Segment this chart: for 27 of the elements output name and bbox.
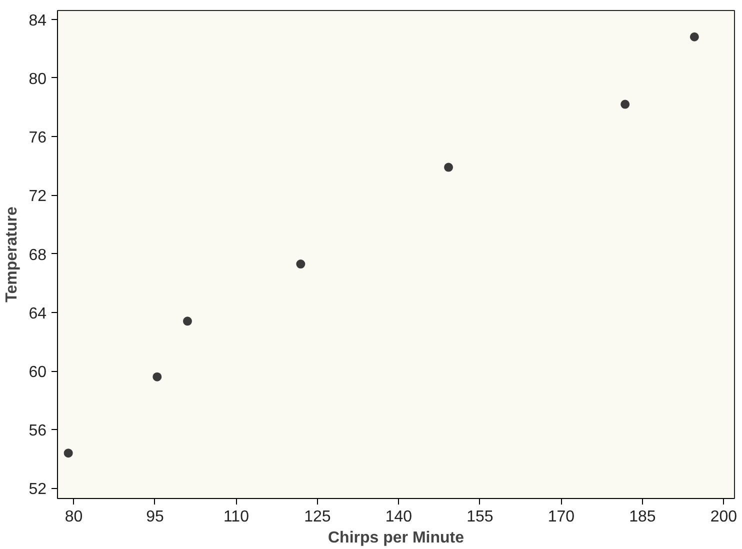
x-tick-label: 155 <box>466 508 494 526</box>
x-tick-label: 80 <box>64 508 83 526</box>
point <box>182 316 192 326</box>
point <box>690 32 699 42</box>
point <box>620 100 630 109</box>
x-axis-title: Chirps per Minute <box>328 530 464 546</box>
y-tick-label: 60 <box>28 364 47 382</box>
y-tick-label: 64 <box>28 305 47 322</box>
x-tick-label: 125 <box>304 508 331 526</box>
point <box>152 372 162 382</box>
x-tick-label: 200 <box>710 508 738 526</box>
x-tick-label: 110 <box>223 508 250 526</box>
y-axis-title: Temperature <box>4 206 21 302</box>
y-tick-label: 84 <box>28 12 47 30</box>
point <box>444 162 454 172</box>
x-tick-label: 185 <box>629 508 656 526</box>
y-tick-label: 80 <box>28 70 47 88</box>
y-tick-label: 56 <box>28 422 47 440</box>
y-tick-label: 76 <box>28 130 47 147</box>
x-tick-label: 140 <box>385 508 412 526</box>
point <box>64 448 73 458</box>
y-tick-label: 52 <box>28 481 47 498</box>
x-tick-label: 170 <box>548 508 575 526</box>
x-tick-label: 95 <box>146 508 164 526</box>
point <box>296 260 306 269</box>
y-tick-label: 72 <box>28 188 47 206</box>
y-tick-label: 68 <box>28 246 47 264</box>
